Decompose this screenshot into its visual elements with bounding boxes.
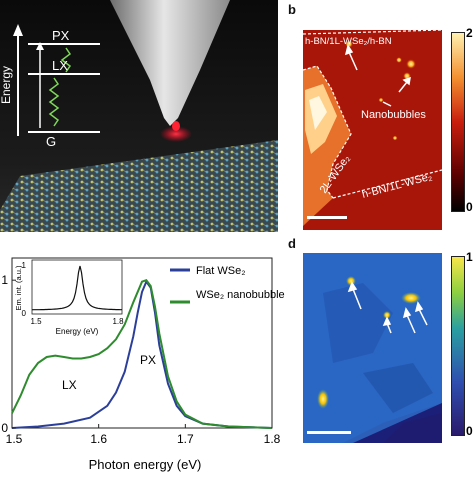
panel-letter-b: b	[288, 2, 296, 17]
panel-c-chart: 1.5 1.6 1.7 1.8 0 1 1 0 1.5 1.8 Energy (eV) E…	[0, 240, 290, 474]
map-d-image	[303, 253, 442, 443]
x-axis-label: Photon energy (eV)	[89, 457, 202, 472]
panel-a-illustration: PX LX G Energy	[0, 0, 278, 232]
panel-d-map	[303, 253, 442, 443]
scale-bar-d	[307, 431, 351, 434]
colorbar-d-min: 0	[466, 424, 473, 438]
colorbar-d-max: 1	[466, 250, 473, 264]
level-g-label: G	[46, 134, 56, 149]
inset-lorentzian-curve	[31, 265, 122, 311]
inset-xtick-1: 1.8	[112, 317, 124, 326]
legend-label-bubble: WSe₂ nanobubble	[196, 289, 285, 301]
y-tick-label: 0	[1, 421, 8, 435]
x-tick-label: 1.6	[90, 432, 107, 446]
annotation-px: PX	[140, 353, 156, 367]
inset-ytick-1: 1	[22, 261, 27, 270]
inset-plot: 1 0 1.5 1.8 Energy (eV) Em. int. (a.u.)	[14, 259, 124, 336]
level-px-label: PX	[52, 28, 70, 43]
x-tick-label: 1.8	[264, 432, 281, 446]
inset-ytick-0: 0	[22, 309, 27, 318]
panel-letter-d: d	[288, 236, 296, 251]
tip-illustration: PX LX G Energy	[0, 0, 278, 232]
legend-label-flat: Flat WSe₂	[196, 265, 246, 277]
inset-xlabel: Energy (eV)	[56, 327, 99, 336]
scale-bar-b	[307, 216, 347, 219]
inset-ylabel: Em. int. (a.u.)	[14, 265, 23, 311]
series-line-flat	[11, 279, 273, 429]
colorbar-b-min: 0	[466, 200, 473, 214]
colorbar-d	[451, 256, 465, 436]
inset-xtick-0: 1.5	[30, 317, 42, 326]
annotation-lx: LX	[62, 378, 77, 392]
label-hbn-sandwich: h-BN/1L-WSe₂/h-BN	[305, 36, 392, 47]
level-lx-label: LX	[52, 58, 68, 73]
colorbar-b	[451, 32, 465, 212]
energy-axis-label: Energy	[0, 66, 13, 104]
spectrum-chart-svg: 1.5 1.6 1.7 1.8 0 1 1 0 1.5 1.8 Energy (eV) E…	[1, 257, 285, 472]
legend: Flat WSe₂ WSe₂ nanobubble	[170, 265, 285, 304]
y-tick-label: 1	[1, 273, 8, 287]
label-nanobubbles: Nanobubbles	[361, 109, 426, 121]
map-b-image: h-BN/1L-WSe₂/h-BN Nanobubbles 2L-WSe₂ h-…	[303, 30, 442, 230]
series-line-nanobubble	[11, 279, 273, 429]
colorbar-b-max: 2	[466, 26, 473, 40]
panel-b-map: h-BN/1L-WSe₂/h-BN Nanobubbles 2L-WSe₂ h-…	[303, 30, 442, 230]
x-tick-label: 1.7	[177, 432, 194, 446]
x-tick-label: 1.5	[6, 432, 23, 446]
